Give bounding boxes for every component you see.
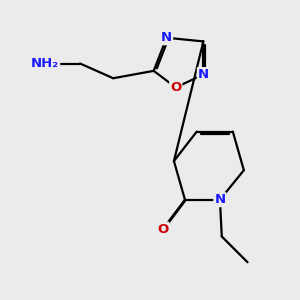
Text: N: N xyxy=(161,31,172,44)
Text: O: O xyxy=(157,223,169,236)
Text: N: N xyxy=(214,193,226,206)
Text: NH₂: NH₂ xyxy=(31,57,59,70)
Text: N: N xyxy=(198,68,209,81)
Text: O: O xyxy=(170,81,182,94)
